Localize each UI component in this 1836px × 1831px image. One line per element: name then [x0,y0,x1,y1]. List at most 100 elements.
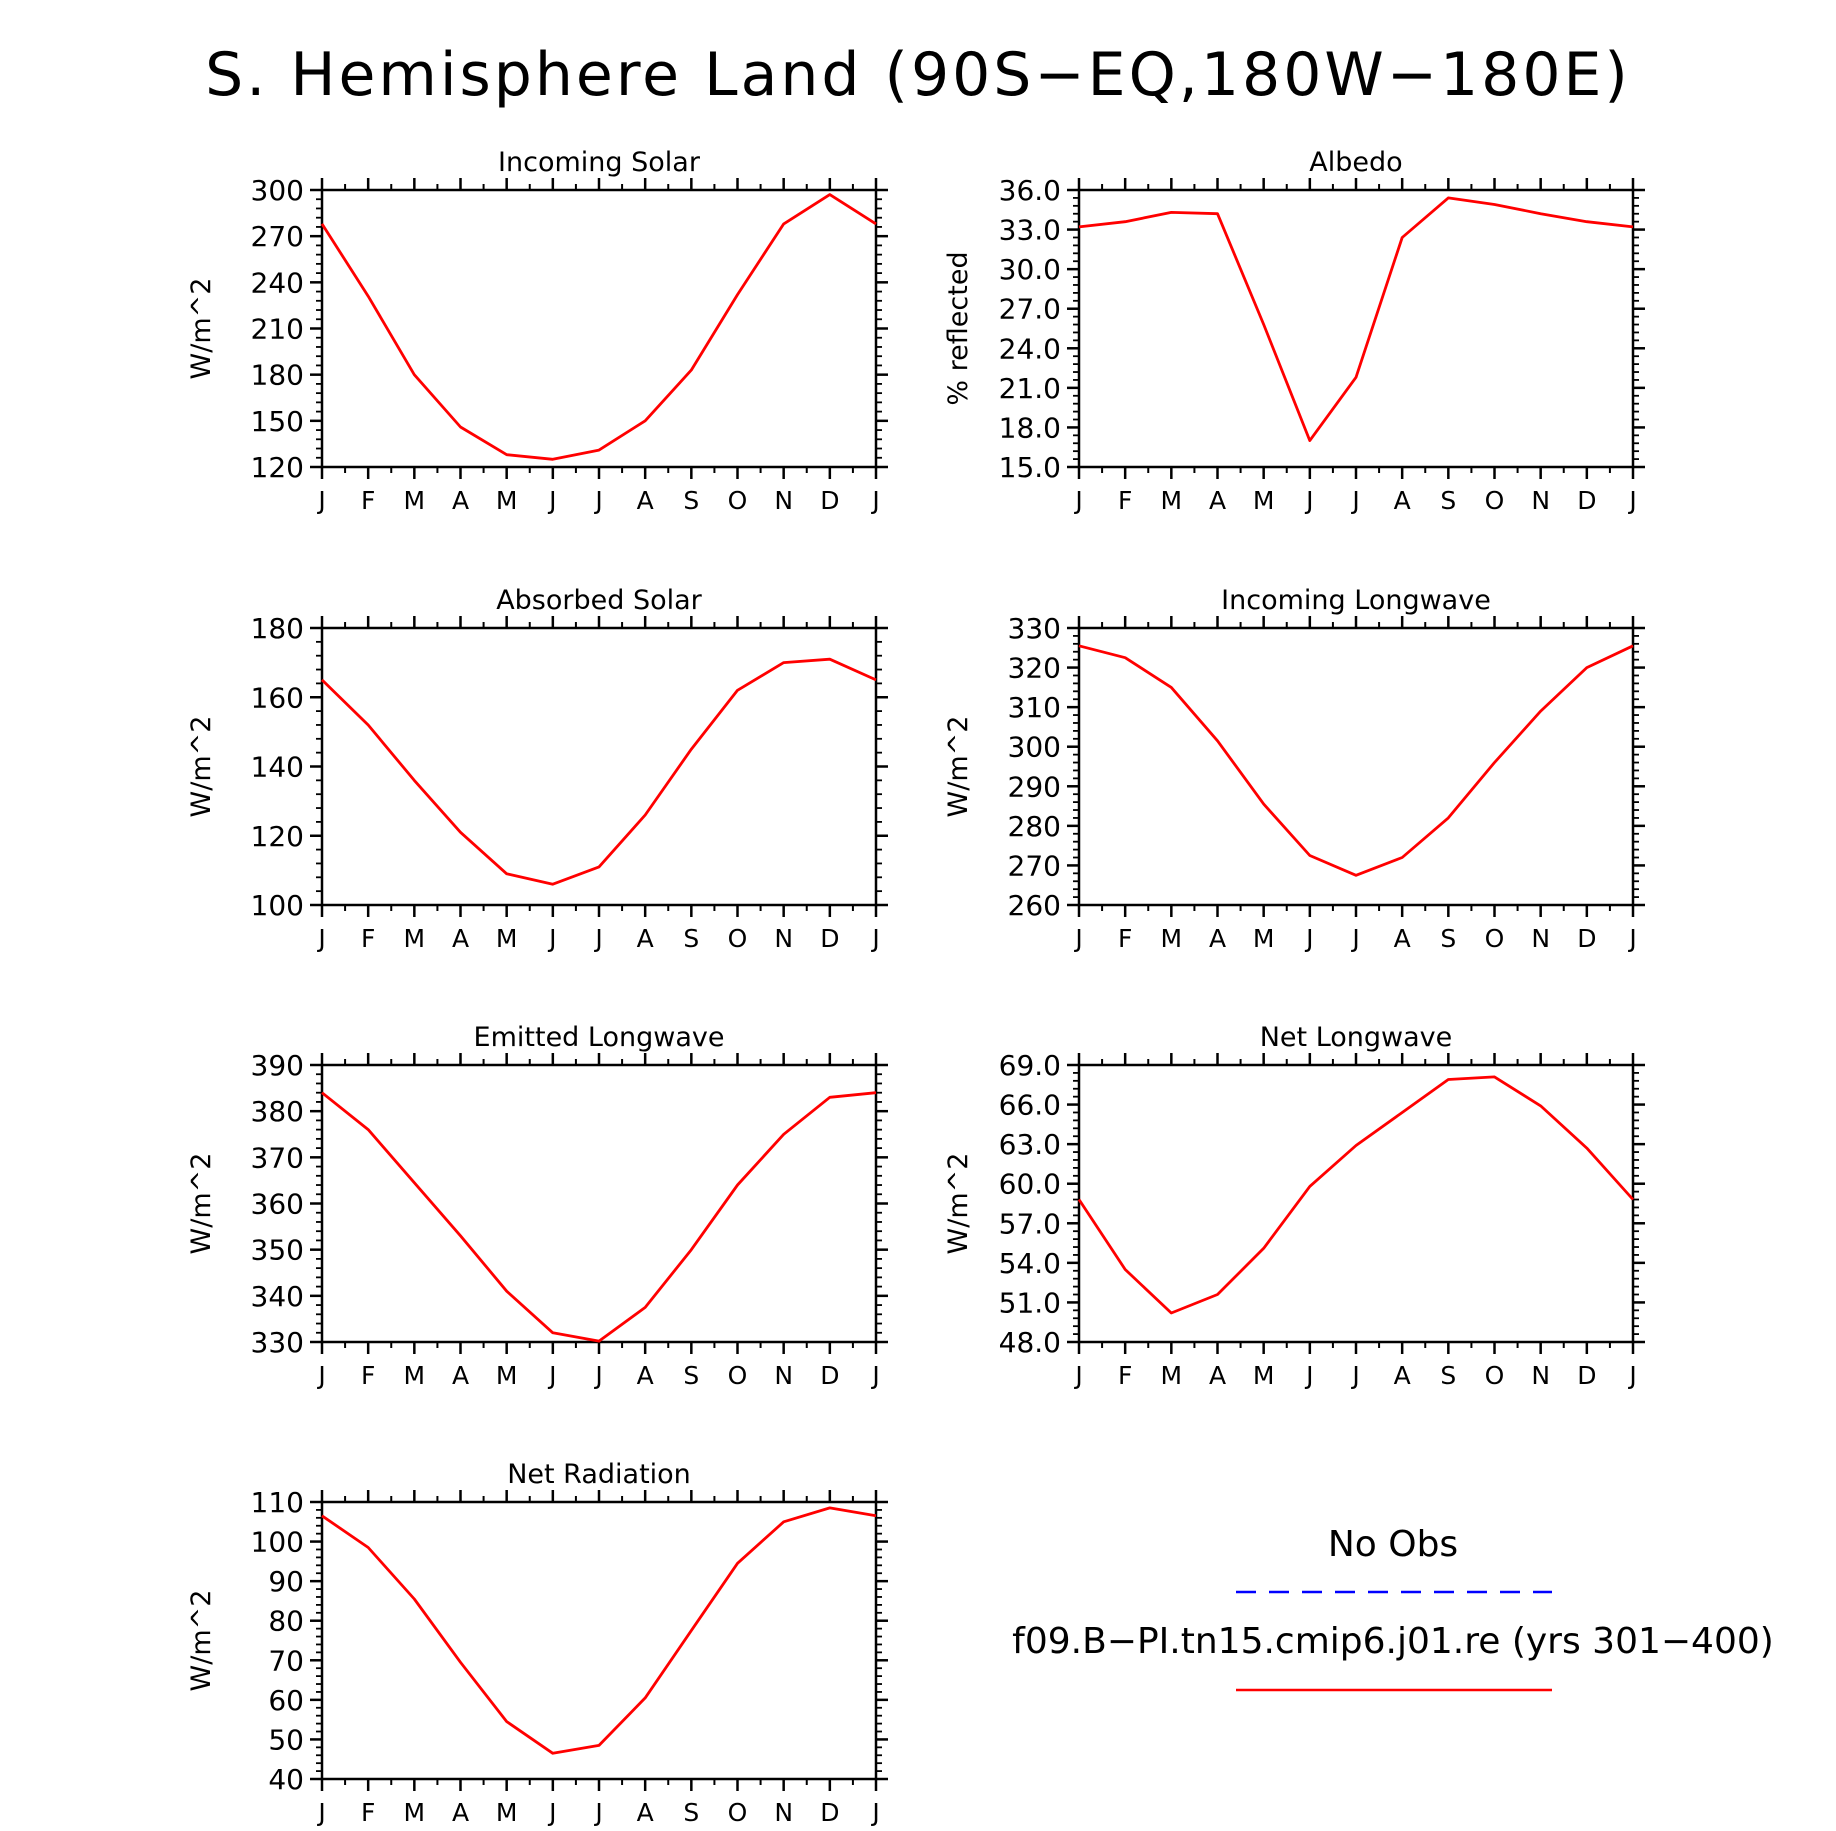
y-tick-label: 210 [251,313,304,346]
x-tick-label: F [361,486,375,515]
y-tick-label: 370 [251,1141,304,1174]
x-tick-label: J [593,924,602,953]
x-tick-label: M [496,486,518,515]
x-tick-label: J [593,1361,602,1390]
plot-frame [320,1063,878,1344]
x-tick-label: A [1209,924,1226,953]
y-tick-label: 270 [251,220,304,253]
plot-frame [1077,626,1635,907]
y-tick-label: 380 [251,1095,304,1128]
x-tick-label: D [820,486,839,515]
x-tick-label: J [1304,1361,1313,1390]
x-tick-label: S [683,1798,699,1827]
y-tick-label: 140 [251,751,304,784]
x-tick-label: A [452,1798,469,1827]
x-tick-label: D [820,924,839,953]
plot-frame [1077,188,1635,469]
x-tick-label: J [547,1361,556,1390]
x-tick-label: A [1394,924,1411,953]
y-tick-label: 240 [251,266,304,299]
y-tick-label: 60.0 [999,1168,1061,1201]
x-tick-label: S [683,924,699,953]
panel-title: Incoming Solar [498,147,701,178]
x-tick-label: J [1350,486,1359,515]
x-tick-label: J [870,486,879,515]
x-tick-label: S [683,486,699,515]
y-axis-label: W/m^2 [943,716,974,818]
x-tick-label: J [1304,924,1313,953]
figure-title: S. Hemisphere Land (90S−EQ,180W−180E) [205,40,1631,110]
legend-obs-label: No Obs [1328,1524,1458,1565]
x-tick-label: N [1531,486,1550,515]
legend: No Obs f09.B−PI.tn15.cmip6.j01.re (yrs 3… [1012,1524,1774,1692]
y-axis-label: W/m^2 [186,1590,217,1692]
y-tick-label: 40 [268,1763,304,1796]
x-tick-label: J [316,1798,325,1827]
y-tick-label: 100 [251,1526,304,1559]
x-tick-label: O [1485,1361,1505,1390]
x-tick-label: O [1485,924,1505,953]
x-tick-label: D [820,1361,839,1390]
y-tick-label: 330 [1008,612,1061,645]
plot-frame [320,626,878,907]
y-tick-label: 310 [1008,691,1061,724]
x-tick-label: F [361,924,375,953]
x-tick-label: N [774,924,793,953]
y-tick-label: 300 [1008,731,1061,764]
series-line [321,657,877,886]
panel-title: Albedo [1309,147,1402,178]
x-tick-label: M [1253,486,1275,515]
x-tick-label: M [1253,924,1275,953]
x-tick-label: J [1073,486,1082,515]
x-tick-label: J [870,924,879,953]
x-tick-label: F [1118,1361,1132,1390]
series-line [1078,644,1634,877]
plot-frame [320,188,878,469]
x-tick-label: M [496,1798,518,1827]
y-tick-label: 27.0 [999,293,1061,326]
y-axis-label: W/m^2 [186,278,217,380]
y-tick-label: 340 [251,1280,304,1313]
y-tick-label: 350 [251,1234,304,1267]
x-tick-label: M [1161,486,1183,515]
y-axis-label: W/m^2 [943,1153,974,1255]
y-tick-label: 63.0 [999,1128,1061,1161]
y-tick-label: 160 [251,681,304,714]
x-tick-label: A [637,924,654,953]
x-tick-label: A [637,1361,654,1390]
y-tick-label: 50 [268,1723,304,1756]
x-tick-label: J [1627,924,1636,953]
y-tick-label: 120 [251,451,304,484]
series-line [320,193,877,461]
x-tick-label: M [496,924,518,953]
x-tick-label: J [1627,1361,1636,1390]
y-tick-label: 30.0 [999,253,1061,286]
y-tick-label: 18.0 [999,411,1061,444]
x-tick-label: N [774,1798,793,1827]
x-tick-label: J [1073,1361,1082,1390]
x-tick-label: M [496,1361,518,1390]
y-tick-label: 90 [268,1565,304,1598]
x-tick-label: J [316,1361,325,1390]
y-tick-label: 120 [251,820,304,853]
series-line [1077,1075,1635,1315]
x-tick-label: J [547,1798,556,1827]
x-tick-label: J [1073,924,1082,953]
x-tick-label: D [1577,486,1596,515]
x-tick-label: M [404,1361,426,1390]
plot-frame [1077,1063,1635,1344]
series-line [321,1091,877,1343]
x-tick-label: O [728,924,748,953]
x-tick-label: F [361,1361,375,1390]
x-tick-label: J [1627,486,1636,515]
y-axis-label: W/m^2 [186,1153,217,1255]
y-tick-label: 80 [268,1605,304,1638]
x-tick-label: S [1440,1361,1456,1390]
